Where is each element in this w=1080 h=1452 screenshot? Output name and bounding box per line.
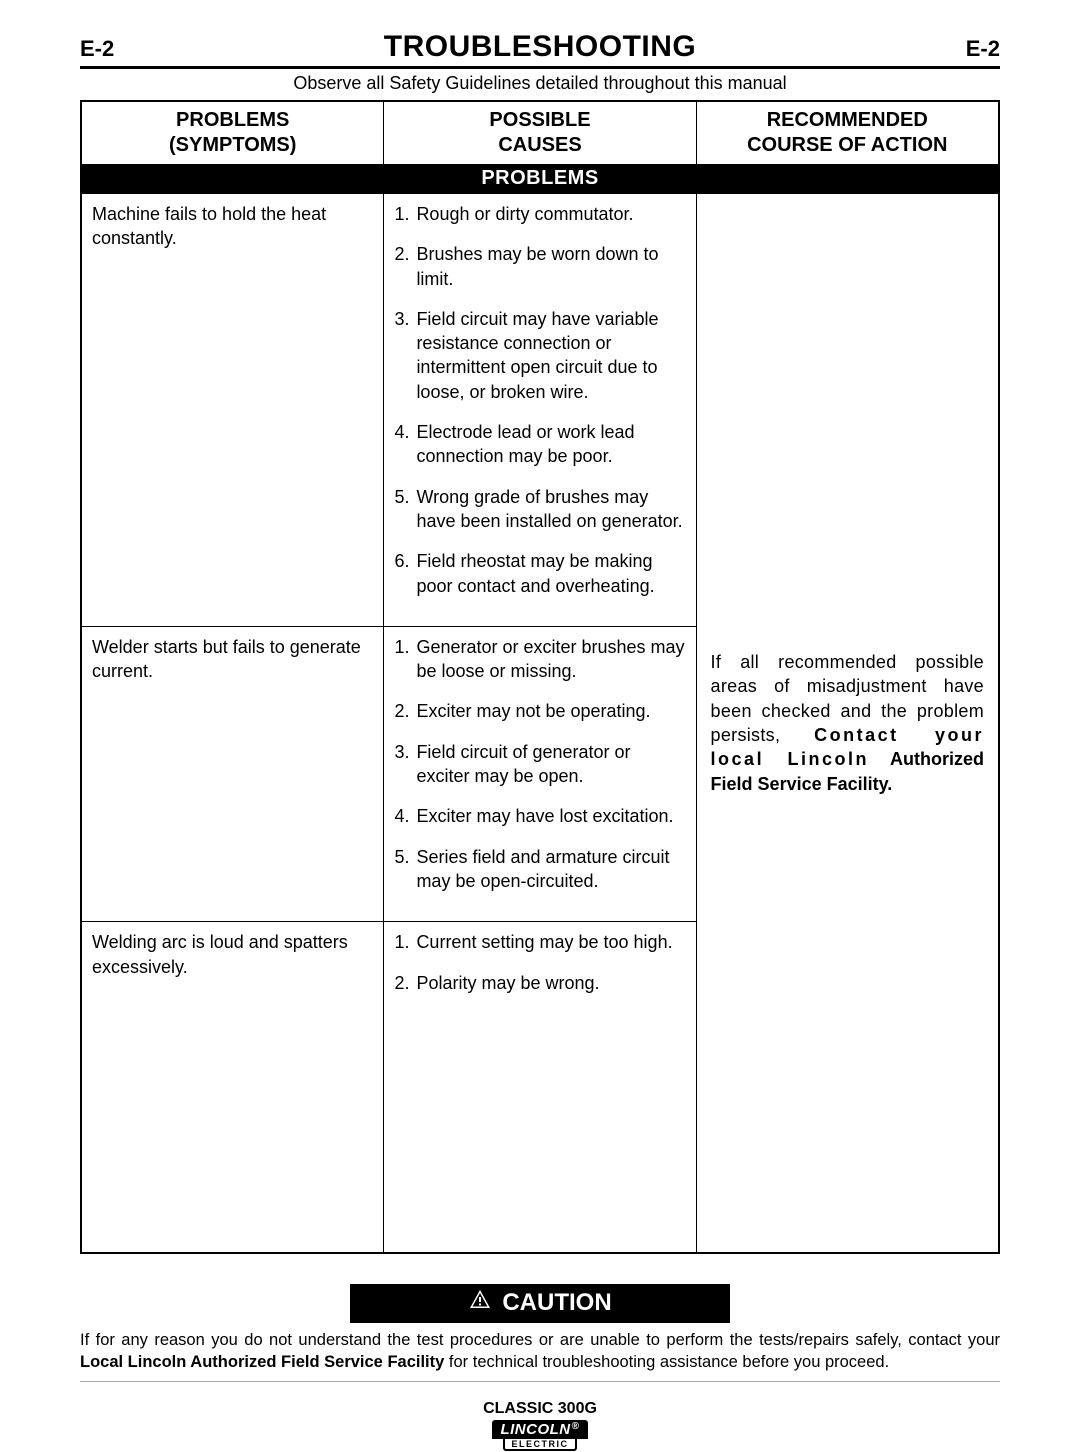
list-item: 1.Rough or dirty commutator. bbox=[394, 202, 685, 226]
page-code-right: E-2 bbox=[966, 36, 1000, 62]
troubleshooting-table: PROBLEMS(SYMPTOMS) POSSIBLECAUSES RECOMM… bbox=[80, 100, 1000, 1254]
col-header-problems: PROBLEMS(SYMPTOMS) bbox=[81, 101, 384, 164]
list-item: 5.Series field and armature circuit may … bbox=[394, 845, 685, 894]
caution-band: CAUTION bbox=[350, 1284, 730, 1323]
list-item: 4.Electrode lead or work lead connection… bbox=[394, 420, 685, 469]
symptom-cell: Welding arc is loud and spatters excessi… bbox=[81, 922, 384, 1023]
causes-cell: 1.Generator or exciter brushes may be lo… bbox=[384, 626, 696, 921]
list-item: 2.Exciter may not be operating. bbox=[394, 699, 685, 723]
causes-list: 1.Rough or dirty commutator. 2.Brushes ma… bbox=[394, 202, 685, 598]
list-item: 2.Polarity may be wrong. bbox=[394, 971, 685, 995]
caution-label: CAUTION bbox=[502, 1289, 611, 1317]
caution-text: If for any reason you do not understand … bbox=[80, 1329, 1000, 1383]
page-footer: CLASSIC 300G LINCOLN® ELECTRIC bbox=[80, 1400, 1000, 1452]
causes-cell: 1.Rough or dirty commutator. 2.Brushes ma… bbox=[384, 194, 696, 627]
list-item: 5.Wrong grade of brushes may have been i… bbox=[394, 485, 685, 534]
section-label: PROBLEMS bbox=[81, 164, 999, 194]
symptom-cell: Welder starts but fails to generate curr… bbox=[81, 626, 384, 921]
list-item: 2.Brushes may be worn down to limit. bbox=[394, 242, 685, 291]
list-item: 1.Current setting may be too high. bbox=[394, 930, 685, 954]
list-item: 6.Field rheostat may be making poor cont… bbox=[394, 549, 685, 598]
safety-note: Observe all Safety Guidelines detailed t… bbox=[80, 69, 1000, 100]
causes-list: 1.Current setting may be too high. 2.Pola… bbox=[394, 930, 685, 995]
warning-icon bbox=[468, 1288, 492, 1319]
list-item: 4.Exciter may have lost excitation. bbox=[394, 804, 685, 828]
table-row: Machine fails to hold the heat constantl… bbox=[81, 194, 999, 627]
causes-list: 1.Generator or exciter brushes may be lo… bbox=[394, 635, 685, 893]
table-header-row: PROBLEMS(SYMPTOMS) POSSIBLECAUSES RECOMM… bbox=[81, 101, 999, 164]
page-header: E-2 TROUBLESHOOTING E-2 bbox=[80, 30, 1000, 69]
page-title: TROUBLESHOOTING bbox=[384, 30, 697, 64]
section-band: PROBLEMS bbox=[81, 164, 999, 194]
list-item: 3.Field circuit of generator or exciter … bbox=[394, 740, 685, 789]
list-item: 1.Generator or exciter brushes may be lo… bbox=[394, 635, 685, 684]
causes-cell: 1.Current setting may be too high. 2.Pola… bbox=[384, 922, 696, 1023]
action-cell: If all recommended possible areas of mis… bbox=[696, 194, 999, 1253]
symptom-cell: Machine fails to hold the heat constantl… bbox=[81, 194, 384, 627]
col-header-action: RECOMMENDEDCOURSE OF ACTION bbox=[696, 101, 999, 164]
list-item: 3.Field circuit may have variable resist… bbox=[394, 307, 685, 404]
page-code-left: E-2 bbox=[80, 36, 114, 62]
product-name: CLASSIC 300G bbox=[80, 1400, 1000, 1418]
lincoln-logo: LINCOLN® ELECTRIC bbox=[492, 1420, 587, 1451]
col-header-causes: POSSIBLECAUSES bbox=[384, 101, 696, 164]
